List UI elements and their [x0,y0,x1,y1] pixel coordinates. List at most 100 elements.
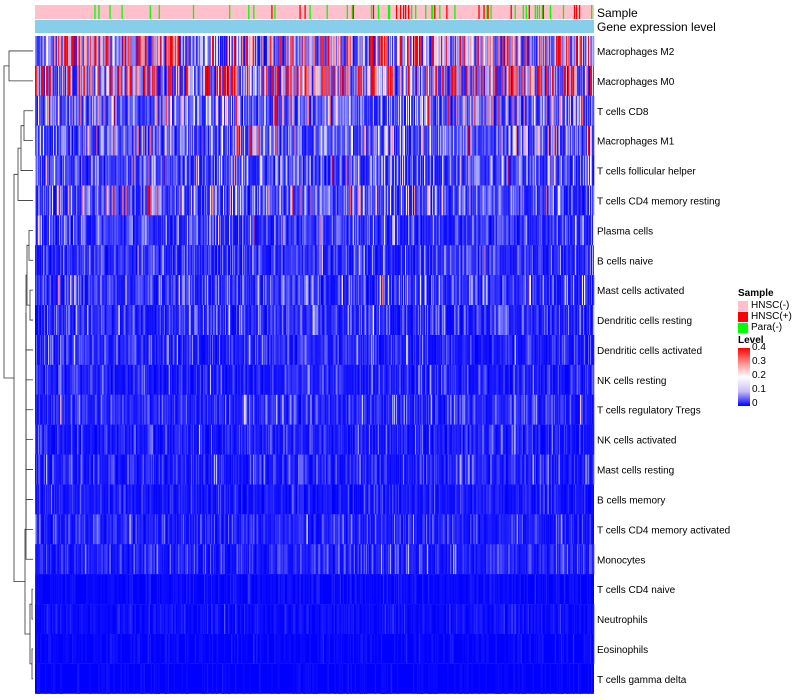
heatmap-cell [304,305,306,336]
heatmap-cell [290,125,292,156]
heatmap-cell [481,155,483,186]
heatmap-cell [263,245,265,276]
heatmap-cell [78,95,80,126]
heatmap-cell [568,65,571,96]
heatmap-cell [134,125,136,156]
heatmap-cell [260,185,262,216]
heatmap-cell [512,36,514,67]
heatmap-cell [76,185,78,216]
heatmap-cell [39,36,41,67]
heatmap-cell [80,275,82,306]
heatmap-cell [159,65,161,96]
heatmap-cell [565,245,568,276]
heatmap-cell [396,125,399,156]
heatmap-cell [589,185,592,216]
heatmap-cell [46,185,48,216]
heatmap-cell [181,185,184,216]
heatmap-cell [307,215,309,246]
heatmap-cell [341,305,343,336]
heatmap-cell [418,185,420,216]
heatmap-cell [399,215,402,246]
heatmap-cell [437,95,439,126]
heatmap-cell [118,125,120,156]
heatmap-cell [502,125,504,156]
heatmap-cell [364,185,367,216]
heatmap-cell [262,155,264,186]
heatmap-cell [544,185,547,216]
heatmap-cell [43,95,45,126]
heatmap-cell [450,245,452,276]
heatmap-cell [109,95,111,126]
heatmap-cell [101,125,103,156]
heatmap-cell [163,305,165,336]
heatmap-cell [47,185,49,216]
heatmap-cell [261,245,263,276]
heatmap-cell [362,245,365,276]
heatmap-cell [273,215,275,246]
heatmap-cell [356,185,359,216]
heatmap-cell [473,215,475,246]
heatmap-cell [211,36,214,67]
heatmap-cell [192,65,195,96]
heatmap-cell [423,215,425,246]
heatmap-cell [259,245,261,276]
heatmap-cell [384,245,387,276]
heatmap-cell [50,275,52,306]
heatmap-cell [275,65,277,96]
heatmap-cell [581,185,584,216]
heatmap-cell [67,275,69,306]
heatmap-cell [250,95,252,126]
heatmap-cell [66,155,68,186]
heatmap-cell [266,305,268,336]
heatmap-cell [579,65,582,96]
heatmap-cell [65,215,67,246]
heatmap-cell [281,215,283,246]
heatmap-cell [547,95,550,126]
heatmap-cell [470,125,472,156]
heatmap-cell [428,275,430,306]
heatmap-cell [146,125,148,156]
heatmap-cell [579,215,582,246]
heatmap-cell [384,36,387,67]
heatmap-cell [66,65,68,96]
heatmap-cell [551,95,554,126]
heatmap-cell [317,185,319,216]
heatmap-cell [456,125,458,156]
heatmap-cell [478,36,480,67]
heatmap-cell [358,125,361,156]
heatmap-cell [304,245,306,276]
heatmap-cell [270,245,272,276]
heatmap-cell [412,275,414,306]
heatmap-cell [155,65,157,96]
heatmap-cell [341,215,343,246]
heatmap-cell [550,245,553,276]
heatmap-cell [232,275,234,306]
heatmap-cell [292,275,294,306]
heatmap-cell [210,36,213,67]
heatmap-cell [142,305,144,336]
heatmap-cell [67,305,69,336]
heatmap-cell [312,275,314,306]
heatmap-cell [391,245,394,276]
heatmap-cell [404,125,407,156]
heatmap-cell [250,305,252,336]
heatmap-cell [99,185,101,216]
heatmap-cell [368,275,371,306]
heatmap-cell [424,275,426,306]
heatmap-cell [569,95,572,126]
heatmap-cell [507,125,509,156]
heatmap-cell [530,155,532,186]
heatmap-cell [396,95,399,126]
heatmap-cell [581,275,584,306]
heatmap-cell [564,155,567,186]
heatmap-cell [62,155,64,186]
heatmap-cell [539,65,542,96]
heatmap-cell [224,275,226,306]
heatmap-cell [433,95,435,126]
heatmap-cell [286,305,288,336]
heatmap-cell [111,275,113,306]
heatmap-cell [223,275,225,306]
heatmap-cell [136,215,138,246]
heatmap-cell [310,305,312,336]
heatmap-cell [516,155,518,186]
